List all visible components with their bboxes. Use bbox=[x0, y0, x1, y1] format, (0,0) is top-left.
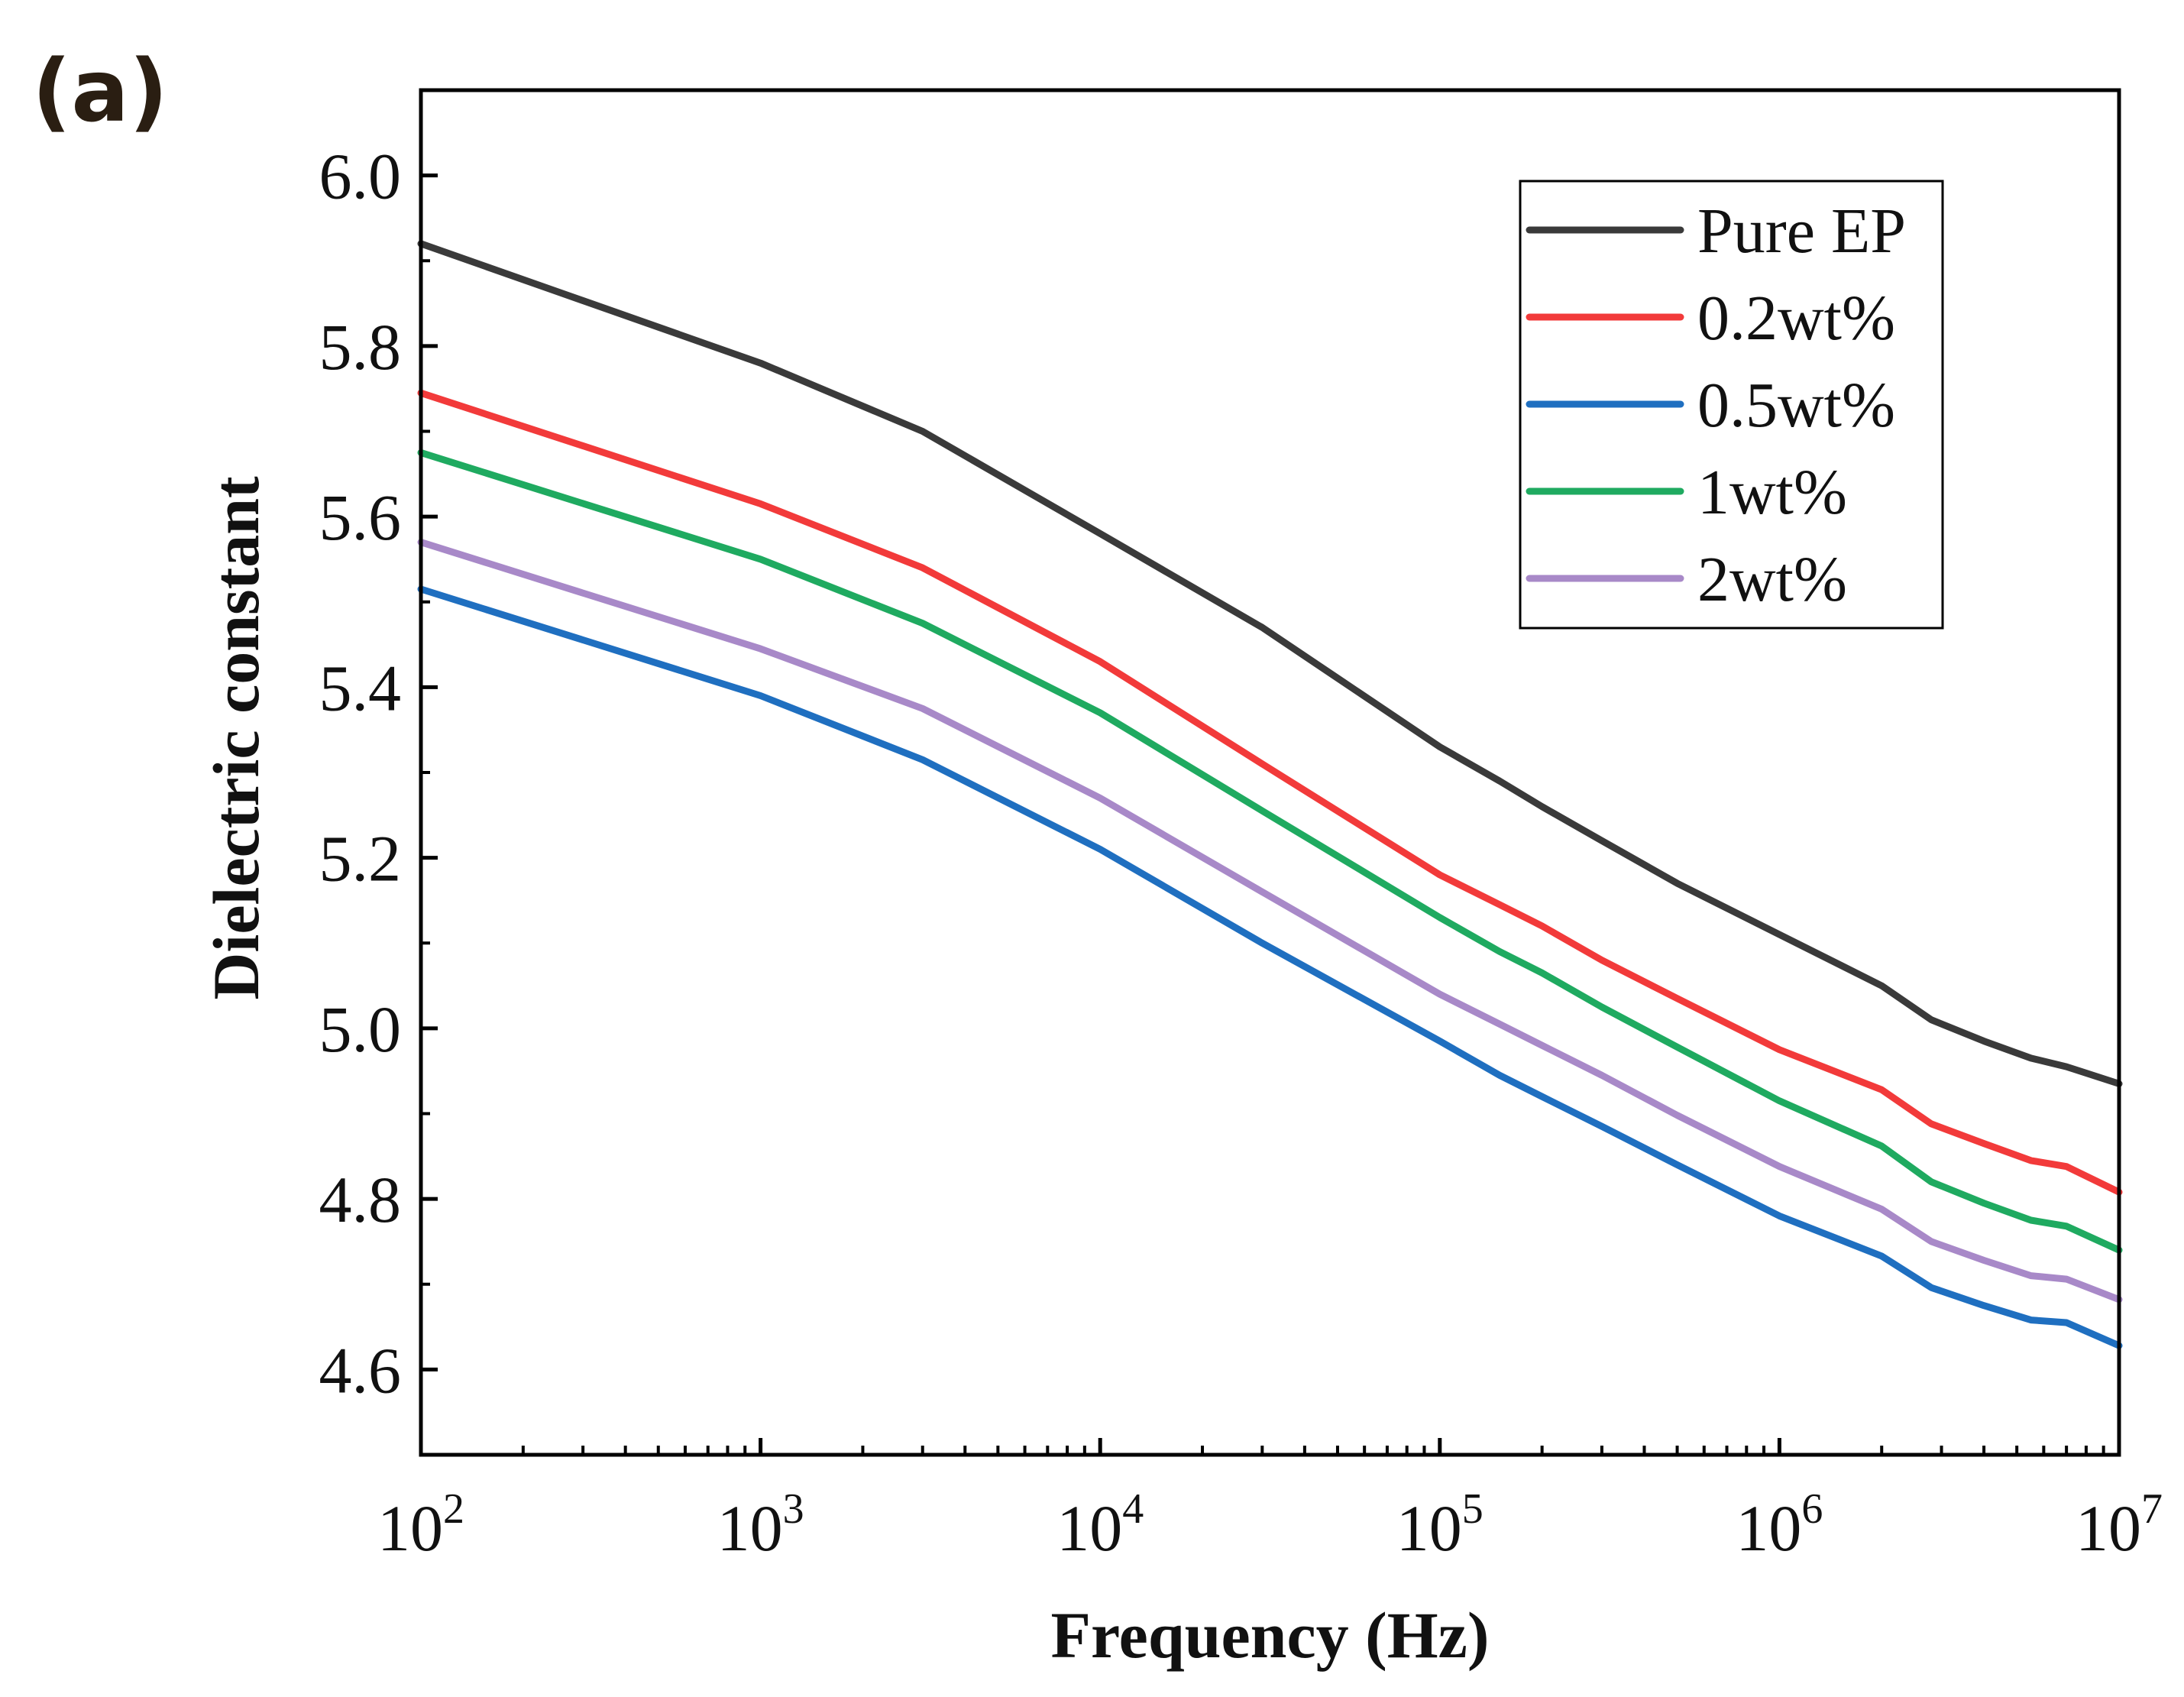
x-tick-label-0: 102 bbox=[377, 1485, 464, 1565]
x-tick-label-2: 104 bbox=[1056, 1485, 1144, 1565]
plot-frame bbox=[419, 88, 2121, 1457]
series-line-3 bbox=[417, 449, 2123, 1254]
x-tick-label-5: 107 bbox=[2076, 1485, 2163, 1565]
legend-label-4: 2wt% bbox=[1697, 544, 1847, 615]
series-line-1 bbox=[417, 389, 2123, 1196]
y-tick-label-5: 5.6 bbox=[319, 481, 402, 554]
legend-label-1: 0.2wt% bbox=[1697, 283, 1895, 354]
legend-label-0: Pure EP bbox=[1697, 196, 1906, 267]
legend-label-3: 1wt% bbox=[1697, 457, 1847, 528]
y-tick-label-3: 5.2 bbox=[319, 822, 402, 895]
legend-label-2: 0.5wt% bbox=[1697, 370, 1895, 441]
x-tick-labels: 102 103 104 105 106 107 bbox=[377, 1485, 2163, 1565]
series-line-4 bbox=[417, 539, 2123, 1304]
panel-label: (a) bbox=[32, 42, 168, 141]
y-tick-label-0: 4.6 bbox=[319, 1333, 402, 1407]
y-tick-label-1: 4.8 bbox=[319, 1163, 402, 1236]
x-tick-label-1: 103 bbox=[717, 1485, 804, 1565]
legend: Pure EP 0.2wt% 0.5wt% 1wt% 2wt% bbox=[1519, 180, 1944, 630]
x-axis-title: Frequency (Hz) bbox=[1051, 1598, 1490, 1672]
series-line-0 bbox=[417, 240, 2123, 1087]
x-tick-label-3: 105 bbox=[1396, 1485, 1484, 1565]
y-tick-labels: 4.6 4.8 5.0 5.2 5.4 5.6 5.8 6.0 bbox=[319, 140, 402, 1407]
y-axis-title: Dielectric constant bbox=[199, 476, 273, 1000]
y-tick-label-4: 5.4 bbox=[319, 651, 402, 724]
series-line-2 bbox=[417, 585, 2123, 1349]
y-tick-label-2: 5.0 bbox=[319, 993, 402, 1066]
y-tick-label-7: 6.0 bbox=[319, 140, 402, 213]
x-tick-label-4: 106 bbox=[1736, 1485, 1823, 1565]
series-lines bbox=[417, 240, 2123, 1349]
y-tick-label-6: 5.8 bbox=[319, 310, 402, 384]
